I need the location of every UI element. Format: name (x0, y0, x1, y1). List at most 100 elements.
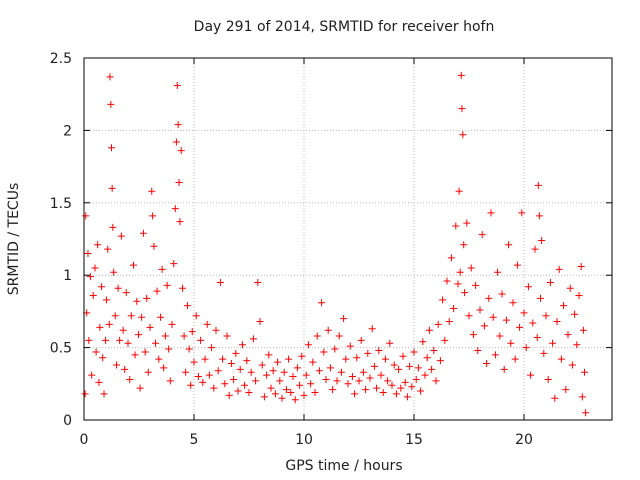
data-point-plus (534, 181, 542, 189)
data-point-plus (458, 105, 466, 113)
data-point-plus (337, 368, 345, 376)
data-point-plus (331, 345, 339, 353)
data-point-plus (544, 375, 552, 383)
data-point-plus (131, 351, 139, 359)
data-point-plus (230, 375, 238, 383)
data-point-plus (507, 339, 515, 347)
data-point-plus (232, 349, 240, 357)
data-point-plus (491, 351, 499, 359)
data-point-plus (483, 360, 491, 368)
data-point-plus (234, 387, 242, 395)
data-point-plus (182, 368, 190, 376)
data-point-plus (524, 283, 532, 291)
data-point-plus (258, 361, 266, 369)
data-point-plus (82, 212, 90, 220)
data-point-plus (161, 332, 169, 340)
data-point-plus (111, 312, 119, 320)
data-point-plus (370, 362, 378, 370)
data-point-plus (516, 323, 524, 331)
data-point-plus (551, 394, 559, 402)
data-point-plus (560, 302, 568, 310)
y-tick-label: 2 (63, 123, 72, 139)
data-point-plus (311, 388, 319, 396)
x-tick-label: 0 (80, 432, 89, 448)
data-point-plus (362, 386, 370, 394)
data-point-plus (315, 367, 323, 375)
data-point-plus (582, 409, 590, 417)
data-point-plus (571, 310, 579, 318)
data-point-plus (476, 306, 484, 314)
data-point-plus (480, 322, 488, 330)
data-point-plus (180, 332, 188, 340)
data-point-plus (171, 205, 179, 213)
data-point-plus (116, 336, 124, 344)
data-point-plus (568, 361, 576, 369)
data-point-plus (342, 355, 350, 363)
data-point-plus (313, 332, 321, 340)
data-point-plus (381, 355, 389, 363)
data-point-plus (485, 294, 493, 302)
data-point-plus (434, 320, 442, 328)
plot-frame (83, 57, 613, 421)
data-point-plus (149, 212, 157, 220)
data-point-plus (176, 218, 184, 226)
data-point-plus (533, 333, 541, 341)
data-point-plus (355, 377, 363, 385)
data-point-plus (139, 229, 147, 237)
data-point-plus (236, 365, 244, 373)
data-point-plus (463, 219, 471, 227)
data-point-plus (241, 381, 249, 389)
data-point-plus (163, 281, 171, 289)
data-point-plus (223, 332, 231, 340)
data-point-plus (395, 365, 403, 373)
chart-title: Day 291 of 2014, SRMTID for receiver hof… (194, 19, 495, 35)
data-point-plus (98, 283, 106, 291)
x-axis-label: GPS time / hours (285, 458, 402, 474)
data-point-plus (379, 388, 387, 396)
data-point-plus (469, 331, 477, 339)
data-point-plus (175, 179, 183, 187)
data-point-plus (386, 339, 394, 347)
data-point-plus (136, 384, 144, 392)
data-point-plus (333, 377, 341, 385)
data-point-plus (274, 358, 282, 366)
data-point-plus (384, 377, 392, 385)
data-point-plus (373, 384, 381, 392)
data-point-plus (575, 291, 583, 299)
data-point-plus (160, 364, 168, 372)
data-point-plus (399, 352, 407, 360)
y-tick-label: 1 (63, 268, 72, 284)
data-point-plus (256, 318, 264, 326)
data-point-plus (300, 391, 308, 399)
data-point-plus (177, 147, 185, 155)
data-point-plus (375, 346, 383, 354)
data-point-plus (465, 312, 473, 320)
data-point-plus (450, 305, 458, 313)
data-point-plus (252, 377, 260, 385)
data-point-plus (179, 284, 187, 292)
data-point-plus (348, 373, 356, 381)
data-point-plus (511, 355, 519, 363)
data-point-plus (210, 384, 218, 392)
data-point-plus (108, 184, 116, 192)
data-point-plus (119, 326, 127, 334)
data-point-plus (436, 357, 444, 365)
data-point-plus (245, 388, 253, 396)
data-point-plus (302, 371, 310, 379)
data-point-plus (146, 323, 154, 331)
data-point-plus (344, 380, 352, 388)
data-point-plus (502, 316, 510, 324)
data-point-plus (155, 355, 163, 363)
data-point-plus (263, 371, 271, 379)
data-point-plus (205, 371, 213, 379)
tick-labels: 0 5 10 15 20 0 0.5 1 1.5 2 2.5 (50, 51, 533, 448)
data-point-plus (555, 265, 563, 273)
data-point-plus (216, 278, 224, 286)
data-point-plus (141, 348, 149, 356)
data-point-plus (221, 380, 229, 388)
data-point-plus (447, 254, 455, 262)
data-point-plus (276, 377, 284, 385)
data-point-plus (359, 368, 367, 376)
data-point-plus (95, 378, 103, 386)
data-point-plus (291, 396, 299, 404)
